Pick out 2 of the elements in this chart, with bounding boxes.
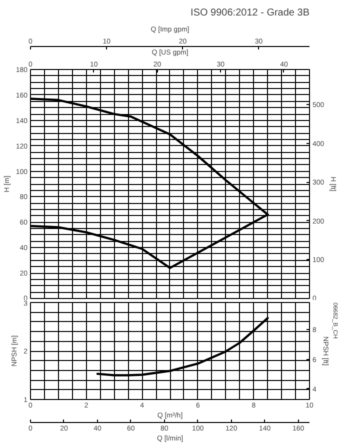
chart-title: ISO 9906:2012 - Grade 3B: [190, 8, 310, 18]
line-series: [96, 316, 269, 376]
